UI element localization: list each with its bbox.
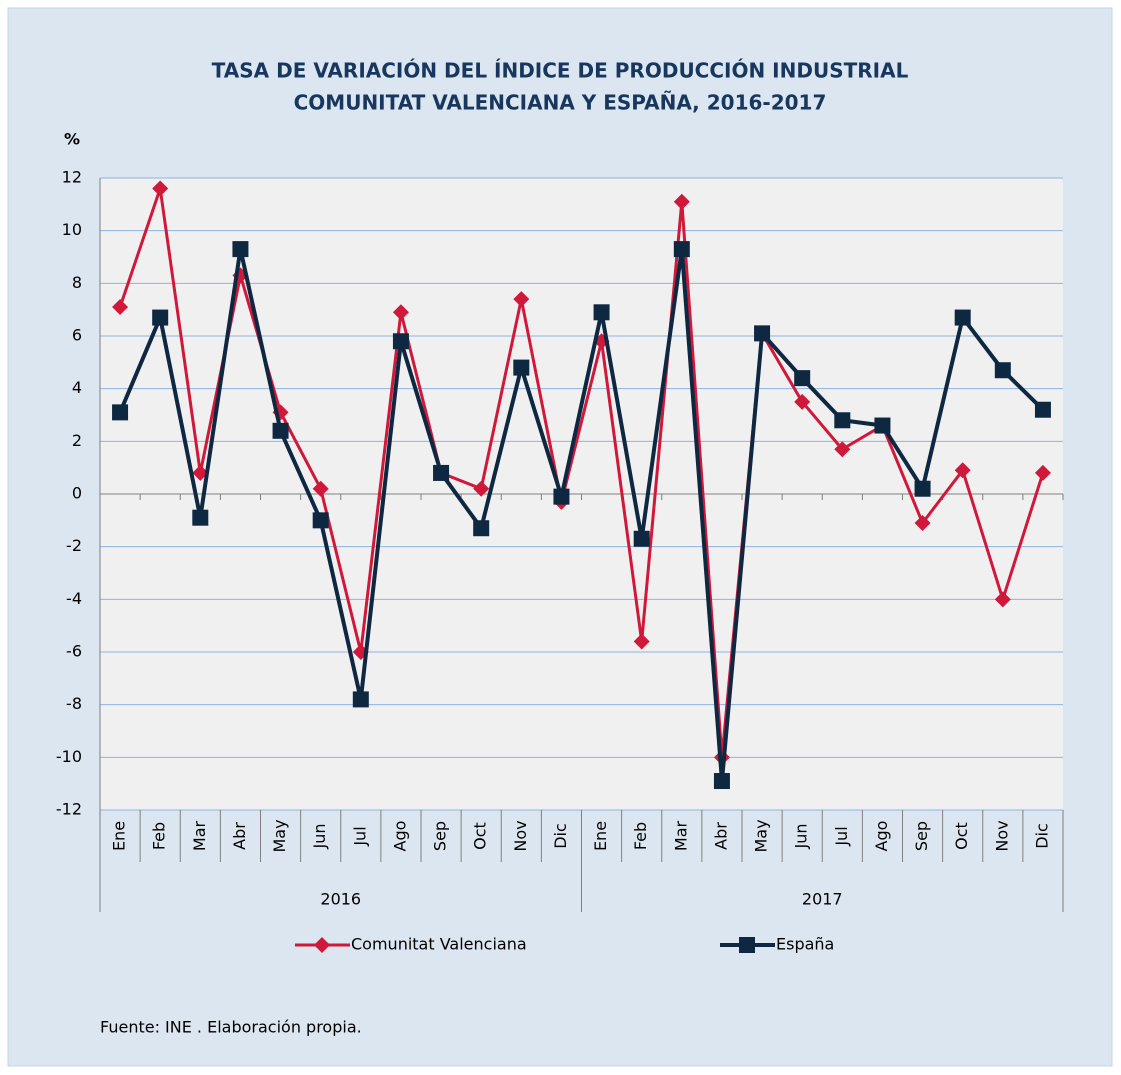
point [352,691,369,708]
y-tick-label: -6 [66,642,82,661]
point [794,370,811,387]
point [392,333,409,350]
point [713,773,730,790]
y-tick-label: 10 [62,220,82,239]
x-tick-label: Feb [631,822,650,850]
x-tick-label: Feb [150,822,169,850]
y-tick-label: -12 [56,800,82,819]
point [914,514,931,531]
point [954,309,971,326]
point [633,530,650,547]
legend-label: Comunitat Valenciana [351,935,527,954]
x-tick-label: Mar [190,820,209,851]
point [874,417,891,434]
x-tick-label: Jul [832,826,851,846]
point [633,633,650,650]
y-tick-label: 12 [62,168,82,187]
x-tick-label: Dic [1032,823,1051,849]
y-tick-label: 2 [72,431,82,450]
x-tick-label: May [752,819,771,852]
x-tick-label: Dic [551,823,570,849]
legend-marker [739,937,755,953]
point [192,464,209,481]
point [553,488,570,505]
y-tick-label: -10 [56,747,82,766]
point [1034,464,1051,481]
series-line [118,187,1045,759]
point [152,180,169,197]
point [994,362,1011,379]
point [433,464,450,481]
point [513,359,530,376]
point [112,299,129,316]
x-tick-label: Oct [471,822,490,850]
x-tick-label: May [270,819,289,852]
x-tick-label: Ago [390,821,409,852]
y-tick-label: 0 [72,484,82,503]
point [312,512,329,529]
point [834,441,851,458]
chart-title: TASA DE VARIACIÓN DEL ÍNDICE DE PRODUCCI… [212,59,909,83]
point [834,412,851,429]
x-tick-label: Mar [671,820,690,851]
x-tick-label: Abr [230,822,249,850]
x-tick-label: Oct [952,822,971,850]
point [673,193,690,210]
group-label: 2017 [802,890,843,909]
point [312,480,329,497]
point [593,304,610,321]
point [673,241,690,258]
x-tick-label: Nov [992,820,1011,851]
x-tick-label: Jul [350,826,369,846]
x-tick-label: Ene [110,821,129,851]
x-tick-label: Sep [431,821,450,851]
x-tick-label: Nov [511,820,530,851]
point [954,462,971,479]
point [473,520,490,537]
series-line [118,247,1045,784]
y-tick-label: 6 [72,326,82,345]
x-tick-label: Ago [872,821,891,852]
y-tick-label: 8 [72,273,82,292]
x-tick-label: Abr [711,822,730,850]
point [794,393,811,410]
chart-title: COMUNITAT VALENCIANA Y ESPAÑA, 2016-2017 [294,91,827,115]
y-axis-label: % [64,130,80,149]
x-tick-label: Ene [591,821,610,851]
y-tick-label: -4 [66,589,82,608]
point [392,304,409,321]
y-tick-label: -2 [66,536,82,555]
point [754,325,771,342]
point [1034,401,1051,418]
point [152,309,169,326]
point [232,241,249,258]
x-tick-label: Jun [310,824,329,850]
point [513,291,530,308]
point [994,591,1011,608]
legend-label: España [776,935,834,954]
point [192,509,209,526]
x-tick-label: Jun [792,824,811,850]
x-tick-label: Sep [912,821,931,851]
group-label: 2016 [320,890,361,909]
source: Fuente: INE . Elaboración propia. [100,1018,362,1037]
point [112,404,129,421]
point [473,480,490,497]
y-tick-label: 4 [72,378,82,397]
point [272,422,289,439]
legend-marker [314,937,330,953]
y-tick-label: -8 [66,694,82,713]
point [914,480,931,497]
